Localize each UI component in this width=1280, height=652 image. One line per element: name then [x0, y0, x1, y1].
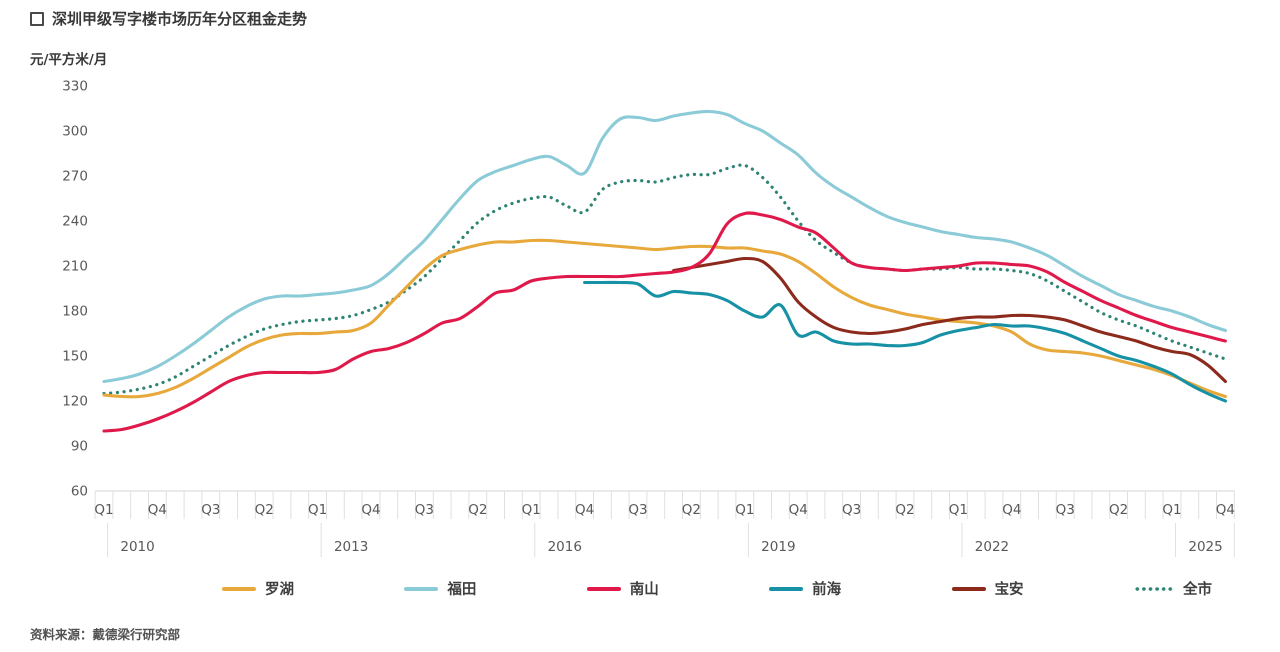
- x-tick-label: Q3: [628, 502, 647, 518]
- legend-item-罗湖: 罗湖: [222, 578, 294, 599]
- series-line-罗湖: [102, 238, 1227, 399]
- legend-item-南山: 南山: [586, 578, 659, 599]
- y-axis-unit-label: 元/平方米/月: [30, 52, 108, 68]
- chart-title-text: 深圳甲级写字楼市场历年分区租金走势: [52, 10, 308, 28]
- legend-item-福田: 福田: [404, 578, 476, 599]
- legend-item-宝安: 宝安: [951, 578, 1024, 599]
- x-tick-label: Q2: [682, 502, 701, 518]
- legend-label: 福田: [447, 582, 477, 598]
- legend-label: 南山: [629, 582, 659, 598]
- y-tick-label: 60: [71, 484, 88, 500]
- series-line-前海: [583, 280, 1227, 403]
- legend-swatch-line-icon: [404, 586, 439, 591]
- legend-item-前海: 前海: [769, 578, 841, 599]
- year-label: 2022: [975, 539, 1009, 555]
- x-tick-label: Q3: [1056, 502, 1075, 518]
- series-line-全市: [102, 163, 1227, 396]
- x-tick-label: Q4: [1216, 502, 1235, 518]
- y-tick-label: 240: [62, 214, 88, 230]
- y-tick-label: 330: [62, 79, 88, 95]
- legend-swatch-line-icon: [586, 586, 621, 591]
- chart-legend: 罗湖 福田 南山 前海 宝安 全市: [222, 578, 1212, 599]
- y-tick-label: 90: [71, 439, 88, 455]
- x-tick-label: Q4: [361, 502, 380, 518]
- legend-swatch-line-icon: [222, 586, 256, 591]
- x-tick-label: Q1: [949, 502, 968, 518]
- x-tick-label: Q4: [148, 502, 167, 518]
- series-line-南山: [102, 211, 1227, 433]
- y-tick-label: 210: [62, 259, 88, 275]
- x-tick-label: Q2: [468, 502, 487, 518]
- legend-swatch-line-icon: [769, 586, 804, 591]
- legend-label: 全市: [1182, 582, 1212, 598]
- legend-swatch-dotted-line-icon: [1133, 586, 1174, 591]
- y-tick-label: 270: [62, 169, 88, 185]
- year-label: 2013: [334, 539, 368, 555]
- source-note: 资料来源：戴德梁行研究部: [30, 627, 181, 642]
- x-tick-label: Q1: [1162, 502, 1181, 518]
- x-tick-label: Q4: [575, 502, 594, 518]
- y-tick-label: 150: [62, 349, 88, 365]
- x-tick-label: Q1: [94, 502, 113, 518]
- x-tick-label: Q1: [308, 502, 327, 518]
- legend-swatch-line-icon: [951, 586, 986, 591]
- x-tick-label: Q4: [1002, 502, 1021, 518]
- y-tick-label: 300: [62, 124, 88, 140]
- series-line-福田: [102, 109, 1227, 384]
- x-tick-label: Q1: [735, 502, 754, 518]
- year-label: 2016: [548, 539, 582, 555]
- y-tick-label: 120: [62, 394, 88, 410]
- legend-label: 宝安: [994, 582, 1024, 598]
- year-label: 2010: [120, 539, 154, 555]
- year-label: 2025: [1188, 539, 1222, 555]
- x-tick-label: Q2: [895, 502, 914, 518]
- x-tick-label: Q4: [789, 502, 808, 518]
- x-tick-label: Q3: [201, 502, 220, 518]
- series-line-宝安: [672, 256, 1227, 384]
- legend-label: 罗湖: [265, 582, 294, 598]
- x-tick-label: Q1: [522, 502, 541, 518]
- x-tick-label: Q2: [255, 502, 274, 518]
- chart-title: 深圳甲级写字楼市场历年分区租金走势: [30, 8, 307, 29]
- x-tick-label: Q3: [415, 502, 434, 518]
- y-tick-label: 180: [62, 304, 88, 320]
- year-label: 2019: [761, 539, 795, 555]
- x-tick-label: Q3: [842, 502, 861, 518]
- legend-label: 前海: [812, 582, 842, 598]
- x-tick-label: Q2: [1109, 502, 1128, 518]
- title-bullet-square-icon: [30, 11, 44, 26]
- legend-item-全市: 全市: [1133, 578, 1212, 599]
